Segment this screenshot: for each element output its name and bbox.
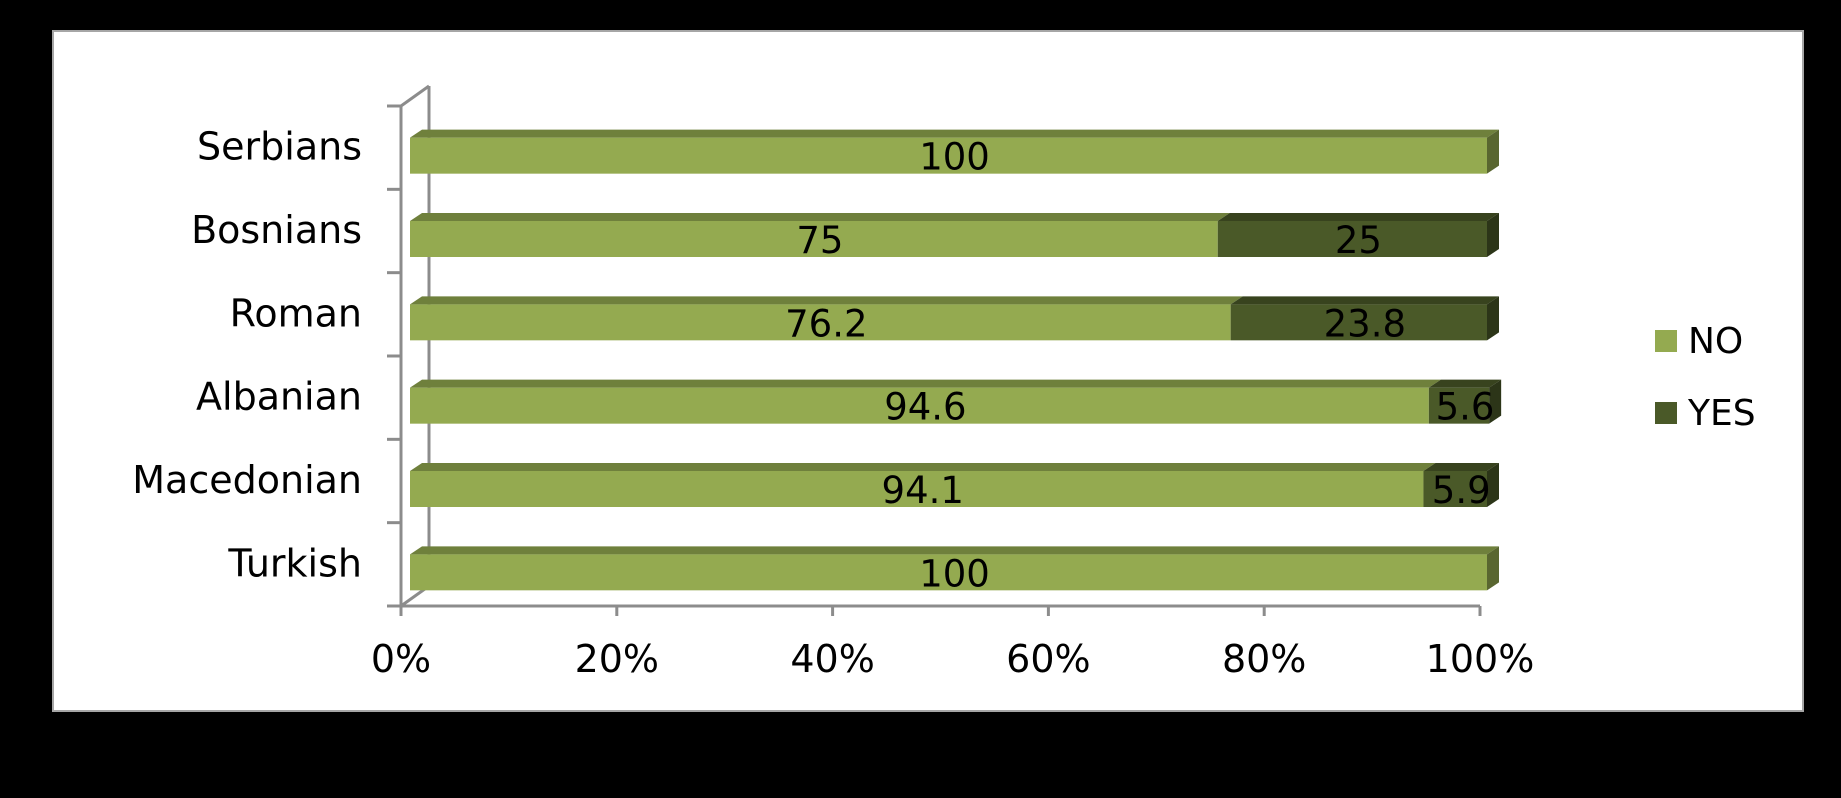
bar-segment	[410, 304, 1231, 341]
data-label: 5.9	[1432, 469, 1491, 512]
bar-top-face	[1428, 379, 1502, 388]
x-tick-label: 20%	[575, 637, 659, 681]
bar-segment	[410, 554, 1487, 591]
bar-side-face	[1487, 296, 1499, 341]
data-label: 23.8	[1324, 302, 1406, 345]
bar-side-face	[1489, 379, 1502, 424]
bar-segment	[410, 387, 1429, 424]
bar-segment	[1423, 471, 1487, 507]
data-label: 75	[796, 219, 843, 262]
legend-swatch	[1655, 402, 1677, 424]
bar-top-face	[1217, 213, 1499, 221]
bar-segment	[1217, 221, 1487, 257]
bar-top-face	[410, 463, 1436, 471]
bar-top-face	[410, 213, 1230, 221]
bar-segment	[410, 471, 1424, 507]
bar-segment	[410, 221, 1218, 257]
data-label: 94.1	[882, 469, 964, 512]
legend-swatch	[1655, 330, 1677, 352]
bar-top-face	[410, 546, 1499, 555]
data-label: 94.6	[884, 386, 966, 429]
category-label: Albanian	[196, 375, 362, 419]
x-tick-label: 60%	[1006, 637, 1090, 681]
legend-label: YES	[1687, 393, 1756, 434]
data-label: 76.2	[785, 302, 867, 345]
data-label: 100	[919, 552, 990, 595]
bar-side-face	[1487, 463, 1499, 507]
category-label: Roman	[230, 291, 362, 335]
data-label: 5.6	[1436, 386, 1495, 429]
bar-segment	[410, 137, 1487, 174]
bar-segment	[1230, 304, 1487, 341]
y-axis-top-edge	[400, 84, 430, 108]
legend-label: NO	[1688, 321, 1743, 362]
category-label: Serbians	[197, 125, 362, 169]
bar-segment	[1428, 387, 1490, 424]
x-tick-label: 0%	[371, 637, 431, 681]
category-label: Bosnians	[191, 208, 362, 252]
data-label: 25	[1335, 219, 1382, 262]
x-tick-label: 80%	[1222, 637, 1306, 681]
bar-top-face	[1230, 296, 1499, 305]
x-tick-label: 40%	[790, 637, 874, 681]
bar-side-face	[1487, 213, 1499, 257]
category-label: Macedonian	[132, 458, 362, 502]
bar-side-face	[1487, 546, 1499, 591]
data-label: 100	[919, 136, 990, 179]
bar-side-face	[1487, 129, 1499, 174]
bar-top-face	[410, 379, 1441, 388]
category-label: Turkish	[227, 541, 362, 585]
bar-top-face	[410, 129, 1499, 138]
x-tick-label: 100%	[1426, 637, 1535, 681]
bar-top-face	[1423, 463, 1499, 471]
bar-top-face	[410, 296, 1243, 305]
